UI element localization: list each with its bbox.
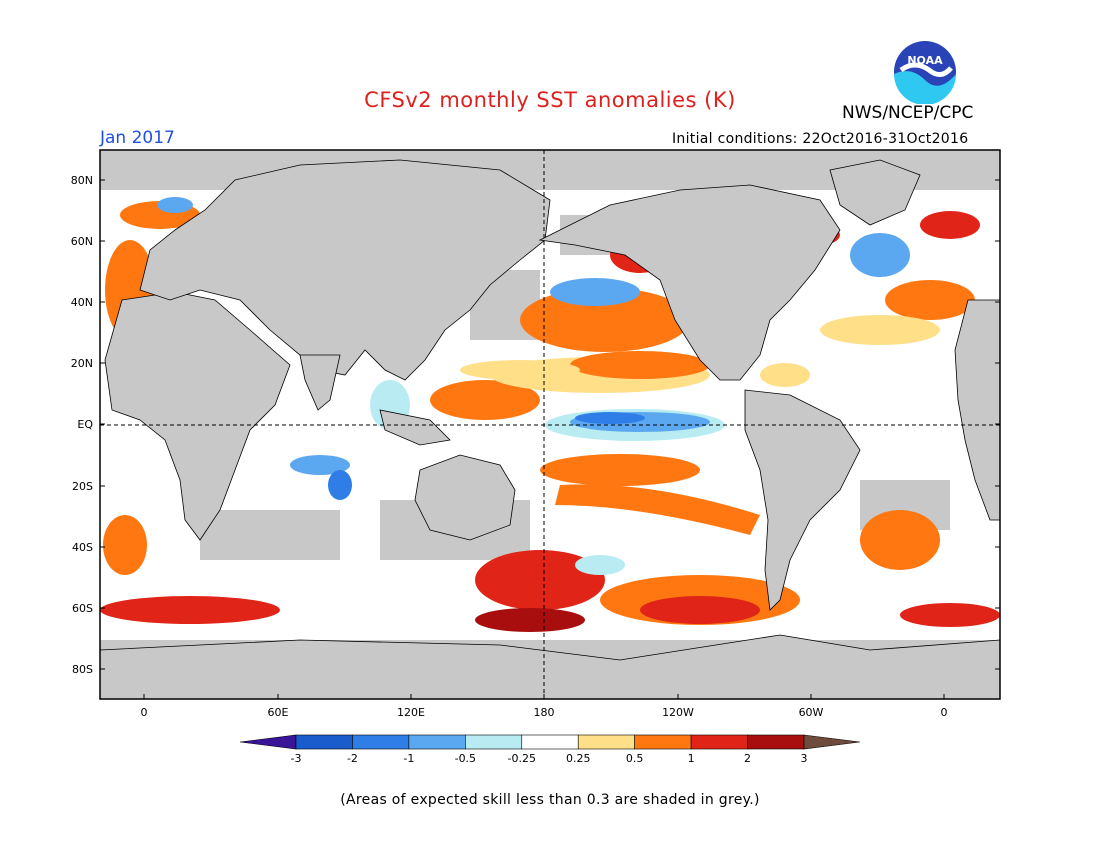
lat-label: 20N <box>71 357 93 370</box>
colorbar-label: 0.25 <box>566 752 591 765</box>
colorbar-segment <box>634 734 692 750</box>
colorbar-label: 2 <box>744 752 751 765</box>
noaa-logo-text: NOAA <box>907 54 943 67</box>
organization-label: NWS/NCEP/CPC <box>842 103 974 123</box>
colorbar-segment <box>352 734 410 750</box>
latitude-axis: 80N 60N 40N 20N EQ 20S 40S 60S 80S <box>71 174 1000 676</box>
colorbar-label: -2 <box>347 752 358 765</box>
colorbar-label: 1 <box>688 752 695 765</box>
land-masses <box>100 159 1000 699</box>
lat-label: 40S <box>72 541 93 554</box>
colorbar-label: -0.5 <box>455 752 476 765</box>
lat-label: 20S <box>72 480 93 493</box>
longitude-axis: 0 60E 120E 180 120W 60W 0 <box>141 694 948 719</box>
cold-anomaly-regions <box>157 197 910 575</box>
lon-label: 60W <box>799 706 824 719</box>
valid-month-label: Jan 2017 <box>100 128 175 148</box>
colorbar-label: 3 <box>801 752 808 765</box>
lon-label: 60E <box>268 706 289 719</box>
lat-label: 40N <box>71 296 93 309</box>
skill-note: (Areas of expected skill less than 0.3 a… <box>340 792 760 808</box>
map-title: CFSv2 monthly SST anomalies (K) <box>364 88 736 112</box>
colorbar-segment <box>521 734 579 750</box>
colorbar-segment <box>408 734 466 750</box>
colorbar-segment <box>295 734 353 750</box>
initial-conditions-label: Initial conditions: 22Oct2016-31Oct2016 <box>672 131 969 147</box>
lat-label: 80N <box>71 174 93 187</box>
lon-label: 180 <box>534 706 555 719</box>
colorbar: -3 -2 -1 -0.5 -0.25 0.25 0.5 1 2 3 <box>239 734 861 765</box>
colorbar-high-arrow <box>803 734 861 750</box>
colorbar-label: -3 <box>291 752 302 765</box>
lon-label: 0 <box>941 706 948 719</box>
colorbar-segment <box>465 734 523 750</box>
lon-label: 120W <box>662 706 694 719</box>
colorbar-segment <box>690 734 748 750</box>
colorbar-label: 0.5 <box>626 752 644 765</box>
lat-label: 60S <box>72 602 93 615</box>
lon-label: 120E <box>397 706 425 719</box>
colorbar-low-arrow <box>239 734 297 750</box>
lat-label: 60N <box>71 235 93 248</box>
warm-anomaly-regions <box>100 201 1000 632</box>
lat-label: EQ <box>77 418 93 431</box>
colorbar-label: -1 <box>403 752 414 765</box>
colorbar-label: -0.25 <box>508 752 536 765</box>
lon-label: 0 <box>141 706 148 719</box>
colorbar-segment <box>577 734 635 750</box>
noaa-logo: NOAA <box>894 41 956 104</box>
lat-label: 80S <box>72 663 93 676</box>
colorbar-segment <box>747 734 805 750</box>
